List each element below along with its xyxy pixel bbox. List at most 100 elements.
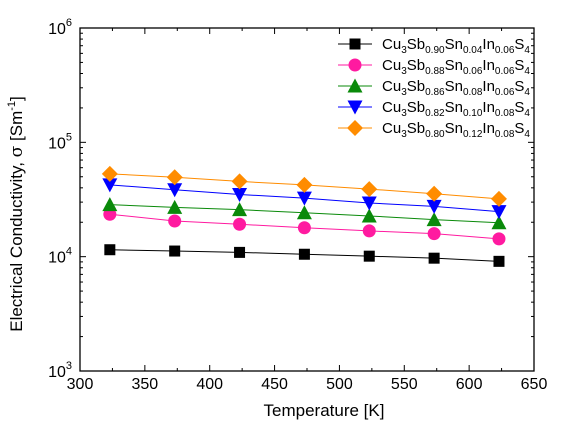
data-point — [491, 205, 507, 220]
legend-label-part: S — [514, 36, 524, 53]
legend-item: Cu3Sb0.90Sn0.04In0.06S4 — [338, 36, 530, 56]
legend-label-part: 0.06 — [495, 45, 515, 56]
legend-label-part: S — [514, 120, 524, 137]
x-tick-label: 350 — [132, 376, 159, 393]
data-point — [363, 250, 375, 262]
y-tick-exp: 4 — [66, 246, 72, 258]
legend-label-part: Sb — [407, 78, 425, 95]
data-point — [493, 255, 505, 267]
legend-label-part: In — [482, 99, 495, 116]
legend-label-part: Sn — [445, 57, 463, 74]
x-axis-label: Temperature [K] — [264, 401, 385, 420]
series-5 — [101, 165, 507, 207]
legend-label-part: 0.08 — [495, 129, 515, 140]
data-point — [297, 221, 311, 235]
legend-label-part: Sb — [407, 36, 425, 53]
y-axis-label-unit-close: ] — [7, 96, 26, 101]
legend-label: Cu3Sb0.80Sn0.12In0.08S4 — [382, 120, 530, 140]
legend-item: Cu3Sb0.82Sn0.10In0.08S4 — [338, 99, 530, 119]
legend-marker — [347, 78, 363, 93]
legend-label-part: 0.08 — [495, 108, 515, 119]
legend-label-part: Sn — [445, 36, 463, 53]
legend-label-part: 4 — [524, 45, 530, 56]
data-point — [427, 227, 441, 241]
y-tick-exp: 6 — [66, 17, 72, 29]
data-point — [298, 248, 310, 260]
data-point — [101, 165, 118, 182]
legend-label-part: 0.80 — [425, 129, 445, 140]
legend-label-part: In — [482, 120, 495, 137]
y-axis-label-unit: [Sm — [7, 111, 26, 146]
y-axis-label-symbol: σ — [7, 145, 27, 157]
data-point — [232, 202, 248, 217]
legend-label-part: 4 — [524, 66, 530, 77]
data-point — [426, 212, 442, 227]
legend-label-part: Sn — [445, 99, 463, 116]
legend-label-part: S — [514, 57, 524, 74]
x-tick-label: 450 — [261, 376, 288, 393]
legend-label-part: 0.08 — [463, 87, 483, 98]
legend-label-part: Cu — [382, 57, 401, 74]
x-tick-label: 300 — [67, 376, 94, 393]
data-point — [361, 181, 378, 198]
data-point — [296, 205, 312, 220]
legend-label-part: 3 — [401, 87, 407, 98]
data-point — [426, 185, 443, 202]
data-point — [231, 173, 248, 190]
series-2 — [103, 207, 506, 246]
y-tick-base: 10 — [48, 364, 66, 381]
legend-label-part: 0.10 — [463, 108, 483, 119]
data-point — [361, 208, 377, 223]
data-point — [102, 178, 118, 193]
legend-label-part: 4 — [524, 108, 530, 119]
legend-label-part: 0.88 — [425, 66, 445, 77]
y-tick-exp: 5 — [66, 131, 72, 143]
legend-label-part: S — [514, 99, 524, 116]
legend-label-part: 4 — [524, 129, 530, 140]
legend-label-part: 0.06 — [495, 87, 515, 98]
data-point — [166, 169, 183, 186]
legend-label-part: Sb — [407, 99, 425, 116]
y-axis-label-unit-exp: -1 — [6, 101, 18, 111]
legend-label-part: Sb — [407, 120, 425, 137]
data-point — [232, 187, 248, 202]
y-tick-label: 103 — [48, 360, 72, 381]
legend-label-part: Cu — [382, 99, 401, 116]
data-point — [104, 244, 116, 256]
legend-label-part: 3 — [401, 108, 407, 119]
legend-label-part: In — [482, 57, 495, 74]
legend-marker — [347, 120, 363, 136]
legend-item: Cu3Sb0.80Sn0.12In0.08S4 — [338, 120, 530, 140]
y-tick-base: 10 — [48, 21, 66, 38]
legend-label-part: 0.86 — [425, 87, 445, 98]
series-layer — [101, 165, 507, 267]
legend-label-part: Cu — [382, 36, 401, 53]
legend-label-part: S — [514, 78, 524, 95]
y-tick-label: 106 — [48, 17, 72, 38]
data-point — [361, 196, 377, 211]
legend-label-part: Cu — [382, 120, 401, 137]
y-tick-base: 10 — [48, 135, 66, 152]
legend-label-part: In — [482, 78, 495, 95]
legend-marker — [349, 38, 361, 50]
series-3 — [102, 197, 507, 230]
data-point — [426, 199, 442, 214]
data-point — [428, 252, 440, 264]
legend-label-part: In — [482, 36, 495, 53]
legend-label: Cu3Sb0.86Sn0.08In0.06S4 — [382, 78, 530, 98]
series-1 — [104, 244, 505, 267]
y-tick-exp: 3 — [66, 360, 72, 372]
data-point — [490, 190, 507, 207]
data-point — [362, 224, 376, 238]
legend-label-part: 0.06 — [463, 66, 483, 77]
data-point — [296, 176, 313, 193]
x-tick-label: 400 — [196, 376, 223, 393]
data-point — [168, 214, 182, 228]
data-point — [102, 197, 118, 212]
legend-label-part: 3 — [401, 66, 407, 77]
legend-label-part: 3 — [401, 129, 407, 140]
data-point — [234, 246, 246, 258]
y-axis-label-text: Electrical Conductivity, — [7, 157, 26, 331]
